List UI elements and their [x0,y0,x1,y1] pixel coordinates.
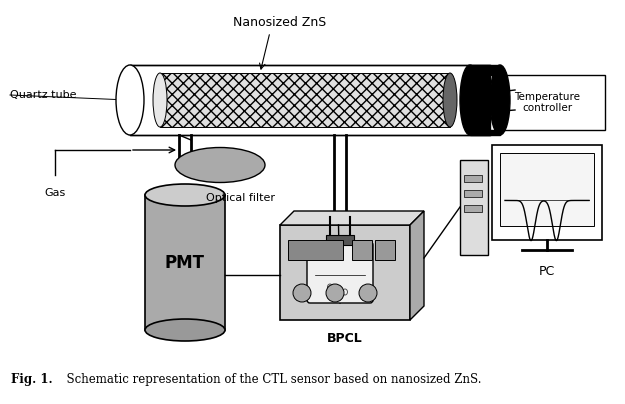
Text: Nanosized ZnS: Nanosized ZnS [233,15,327,29]
Text: BPCL: BPCL [327,332,363,345]
Bar [464,190,482,197]
Ellipse shape [145,319,225,341]
Ellipse shape [293,284,311,302]
Text: PC: PC [539,265,555,278]
Bar [490,75,605,130]
Bar [464,175,482,182]
Ellipse shape [460,65,480,135]
Bar [280,225,410,320]
Polygon shape [410,211,424,320]
Bar [352,240,372,260]
Text: Schematic representation of the CTL sensor based on nanosized ZnS.: Schematic representation of the CTL sens… [59,373,482,386]
Ellipse shape [490,65,510,135]
Ellipse shape [153,73,167,127]
Bar [375,240,395,260]
Text: Fig. 1.: Fig. 1. [11,373,53,386]
Ellipse shape [175,147,265,183]
Ellipse shape [116,65,144,135]
Bar [326,235,354,245]
FancyBboxPatch shape [307,242,373,303]
Bar [460,160,488,255]
Text: Quartz tube: Quartz tube [10,90,76,100]
Ellipse shape [443,73,457,127]
Ellipse shape [359,284,377,302]
Bar [492,145,602,240]
Bar [145,195,225,330]
Ellipse shape [326,284,344,302]
Bar [470,65,500,135]
Bar [500,153,594,226]
Text: Gas: Gas [44,188,66,198]
Bar [464,205,482,212]
Text: Optical filter: Optical filter [206,193,274,203]
Text: PMT: PMT [165,253,205,271]
Ellipse shape [145,184,225,206]
Polygon shape [280,211,424,225]
Bar [130,65,490,135]
Bar [160,73,450,127]
Bar [288,240,343,260]
Text: Temperature
controller: Temperature controller [514,92,581,113]
